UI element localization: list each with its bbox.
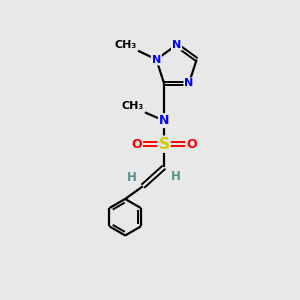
Text: H: H xyxy=(127,171,136,184)
Text: N: N xyxy=(159,114,169,127)
Text: N: N xyxy=(172,40,181,50)
Text: O: O xyxy=(186,138,197,151)
Text: N: N xyxy=(152,55,161,64)
Text: O: O xyxy=(131,138,142,151)
Text: CH₃: CH₃ xyxy=(121,101,143,111)
Text: CH₃: CH₃ xyxy=(114,40,136,50)
Text: N: N xyxy=(184,78,194,88)
Text: H: H xyxy=(170,169,180,182)
Text: S: S xyxy=(158,137,169,152)
